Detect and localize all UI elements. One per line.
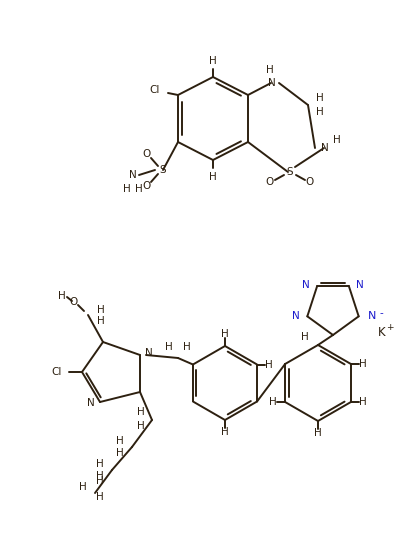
Text: O: O [265, 177, 273, 187]
Text: +: + [385, 323, 393, 332]
Text: H: H [123, 184, 130, 194]
Text: O: O [70, 297, 78, 307]
Text: H: H [116, 448, 124, 458]
Text: H: H [301, 332, 308, 342]
Text: H: H [264, 359, 272, 370]
Text: O: O [305, 177, 313, 187]
Text: H: H [183, 342, 190, 352]
Text: N: N [301, 280, 309, 290]
Text: N: N [320, 143, 328, 153]
Text: H: H [265, 65, 273, 75]
Text: H: H [165, 342, 173, 352]
Text: H: H [221, 427, 228, 437]
Text: N: N [355, 280, 363, 290]
Text: H: H [209, 56, 216, 66]
Text: O: O [143, 181, 151, 191]
Text: Cl: Cl [149, 85, 160, 95]
Text: H: H [137, 407, 145, 417]
Text: H: H [315, 93, 323, 103]
Text: N: N [292, 311, 299, 321]
Text: -: - [379, 308, 383, 318]
Text: H: H [135, 184, 143, 194]
Text: H: H [333, 135, 340, 145]
Text: Cl: Cl [52, 367, 62, 377]
Text: H: H [269, 397, 276, 407]
Text: H: H [358, 359, 366, 369]
Text: H: H [116, 436, 124, 446]
Text: H: H [209, 172, 216, 182]
Text: S: S [286, 167, 292, 177]
Text: N: N [145, 348, 153, 358]
Text: N: N [267, 78, 275, 88]
Text: H: H [96, 492, 104, 502]
Text: N: N [367, 311, 375, 321]
Text: H: H [315, 107, 323, 117]
Text: H: H [96, 471, 104, 481]
Text: H: H [97, 316, 104, 326]
Text: H: H [221, 329, 228, 339]
Text: H: H [96, 459, 104, 469]
Text: H: H [137, 421, 145, 431]
Text: N: N [129, 170, 136, 180]
Text: H: H [358, 397, 366, 407]
Text: O: O [143, 149, 151, 159]
Text: H: H [58, 291, 66, 301]
Text: N: N [87, 398, 95, 408]
Text: H: H [313, 428, 321, 438]
Text: S: S [159, 165, 166, 175]
Text: H: H [97, 305, 104, 315]
Text: K: K [377, 326, 385, 340]
Text: H: H [96, 476, 104, 486]
Text: H: H [79, 482, 87, 492]
